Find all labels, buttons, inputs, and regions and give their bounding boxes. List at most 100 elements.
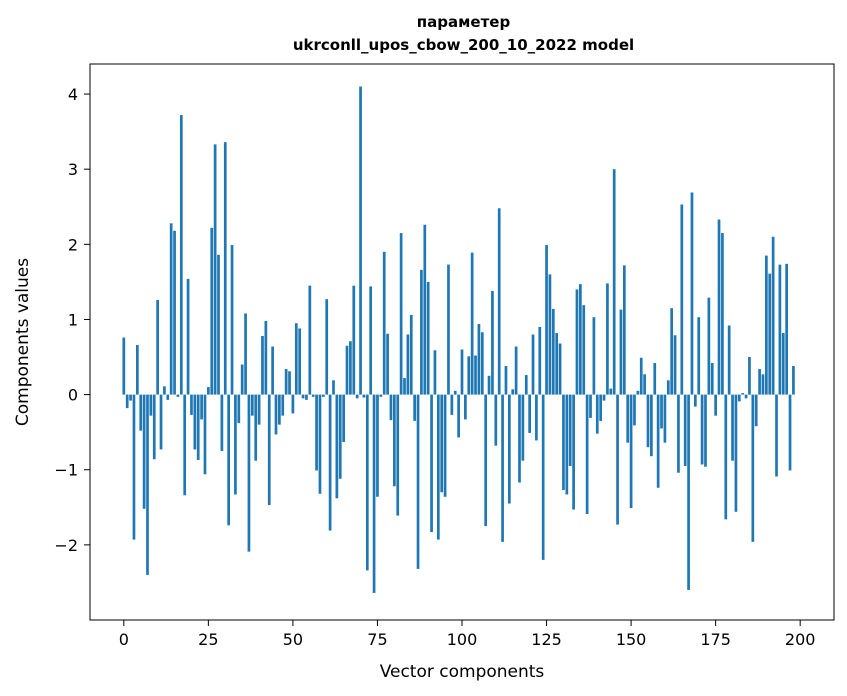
bar: [430, 394, 433, 533]
bar: [234, 394, 237, 495]
bar: [643, 374, 646, 395]
bar: [467, 356, 471, 395]
bar: [281, 394, 285, 416]
x-tick-label: 75: [367, 630, 387, 649]
bar: [737, 394, 741, 402]
bar: [595, 394, 599, 434]
x-tick-label: 150: [616, 630, 647, 649]
bar: [491, 290, 494, 395]
bar: [721, 233, 724, 395]
bar: [744, 394, 748, 399]
bar: [338, 394, 342, 479]
bar: [152, 394, 156, 460]
bar: [294, 323, 298, 395]
bar: [163, 386, 166, 395]
bar: [237, 394, 241, 424]
bar: [278, 394, 281, 425]
bar: [355, 394, 359, 399]
x-axis-label: Vector components: [380, 662, 545, 682]
bar: [308, 285, 312, 395]
y-axis: −2 −1 0 1 2 3 4: [54, 85, 90, 555]
y-tick-label: 0: [68, 386, 78, 405]
bar: [146, 394, 149, 575]
bar: [551, 308, 555, 395]
bar: [386, 333, 389, 395]
bar: [352, 285, 356, 395]
bar: [612, 169, 616, 395]
bar: [761, 374, 765, 395]
bar: [677, 394, 680, 473]
bar: [315, 394, 318, 471]
bar: [369, 286, 373, 395]
bar: [521, 394, 525, 461]
bar: [778, 264, 782, 395]
bar: [325, 299, 329, 395]
bar: [166, 394, 170, 400]
bar: [687, 394, 690, 590]
bar: [575, 289, 579, 395]
bar: [710, 363, 714, 395]
bar: [190, 394, 193, 415]
bar: [633, 394, 636, 426]
bar: [301, 394, 305, 399]
bar: [548, 274, 552, 395]
bar: [440, 394, 444, 493]
bar: [460, 349, 464, 395]
bar: [599, 394, 603, 421]
bar: [704, 394, 707, 467]
bar: [683, 394, 687, 466]
bar: [497, 208, 501, 395]
bar: [420, 269, 423, 395]
bar: [288, 371, 291, 395]
bar: [693, 394, 697, 407]
bar: [267, 394, 271, 506]
bar: [572, 394, 575, 510]
bar: [332, 380, 335, 395]
bar: [328, 394, 332, 531]
bar: [504, 366, 508, 395]
bar: [653, 363, 657, 395]
bar: [622, 265, 626, 395]
bar: [616, 394, 619, 525]
bar: [555, 332, 559, 395]
bar: [751, 394, 755, 542]
bar: [254, 394, 258, 461]
bar: [379, 394, 383, 397]
bar: [321, 394, 325, 397]
bar: [416, 394, 420, 569]
bar: [142, 394, 146, 509]
bar: [183, 394, 187, 496]
bar: [507, 394, 511, 504]
bar: [450, 394, 454, 415]
bar: [372, 394, 376, 593]
y-tick-label: 1: [68, 310, 78, 329]
bar: [727, 325, 731, 395]
bar: [602, 394, 606, 401]
bar: [606, 283, 609, 395]
bar: [250, 394, 254, 416]
bar: [359, 86, 362, 395]
bar: [453, 390, 457, 395]
bar: [589, 394, 592, 418]
bar: [741, 393, 745, 395]
bar: [213, 144, 217, 395]
bar: [714, 394, 717, 416]
y-axis-label: Components values: [13, 258, 33, 426]
bar: [261, 335, 264, 395]
bar: [433, 350, 437, 395]
bar: [660, 394, 663, 429]
bar: [663, 394, 667, 443]
chart-title: параметер: [416, 13, 511, 31]
bar: [227, 394, 231, 526]
bar: [200, 394, 203, 420]
bar: [210, 227, 214, 395]
bar: [365, 394, 369, 571]
bar: [511, 389, 515, 395]
bar: [673, 335, 677, 395]
bar: [436, 394, 440, 540]
bar: [135, 345, 139, 395]
bar: [230, 245, 234, 395]
bar: [470, 252, 474, 395]
bar: [173, 230, 176, 395]
y-tick-label: −2: [54, 536, 78, 555]
